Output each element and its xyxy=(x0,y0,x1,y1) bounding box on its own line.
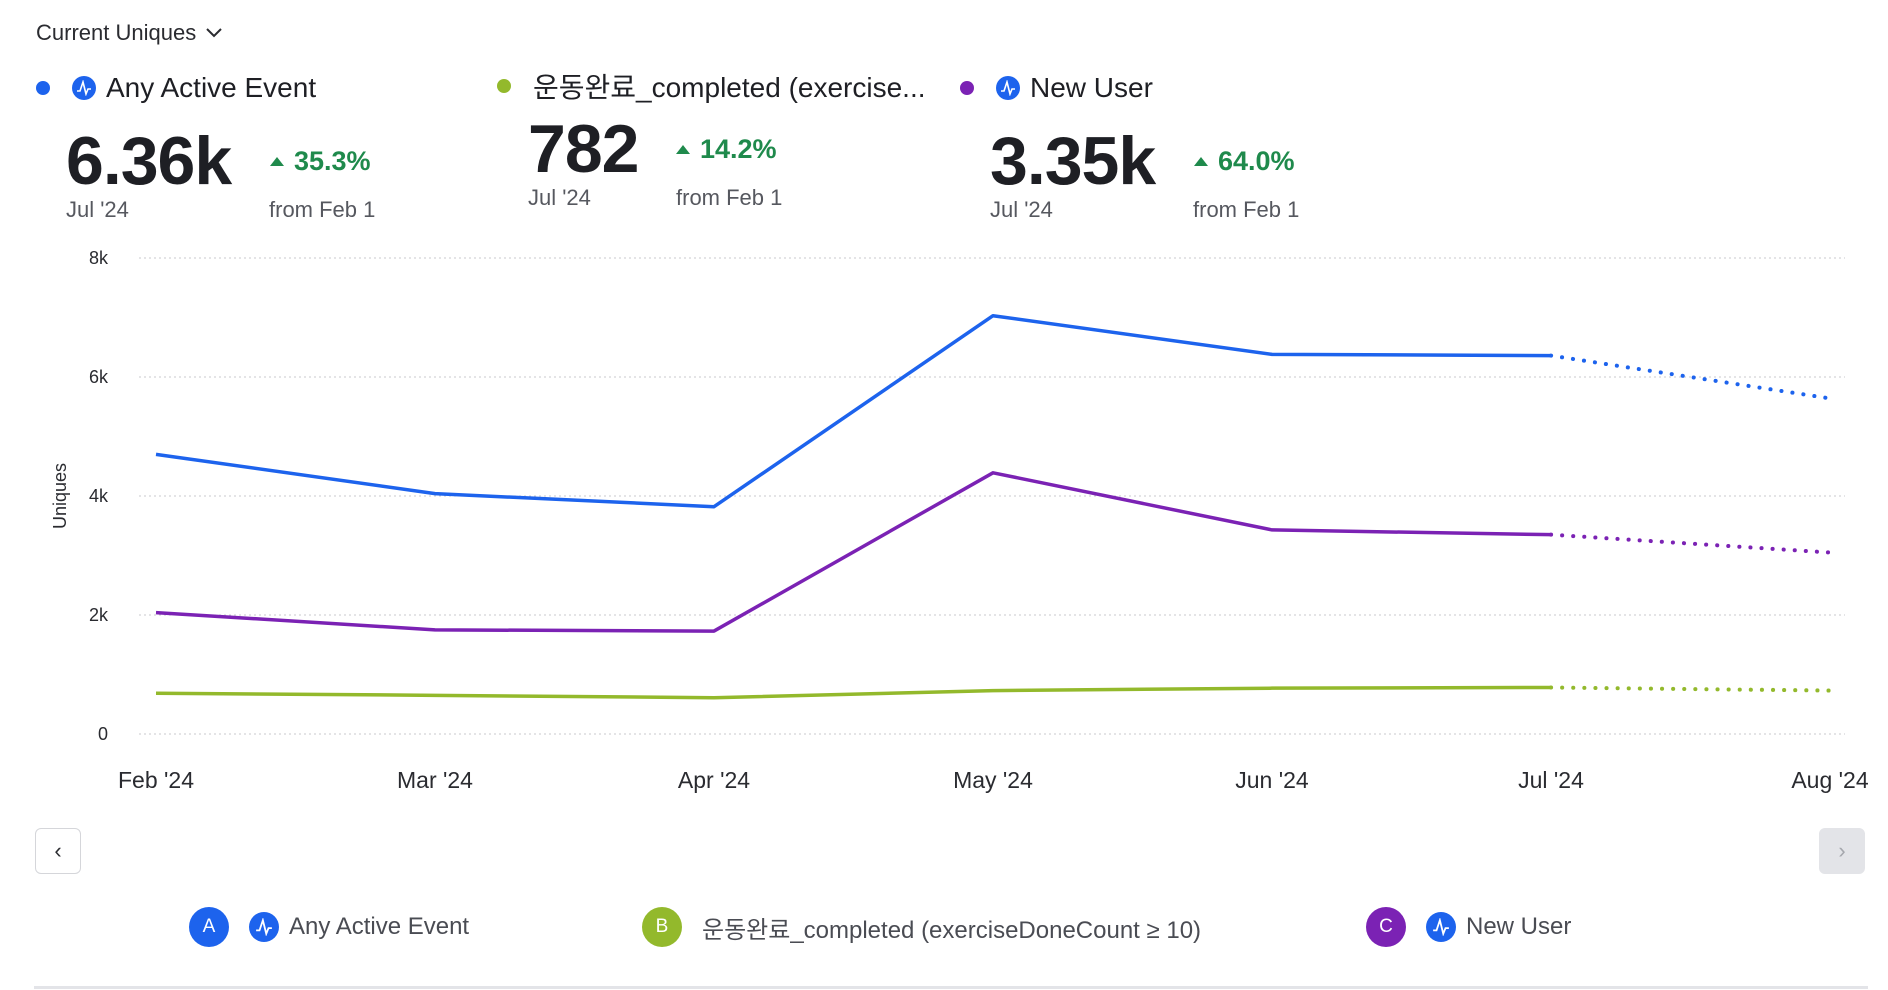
amplitude-event-icon xyxy=(1426,912,1456,942)
summary-change-ref: from Feb 1 xyxy=(269,197,376,222)
chevron-left-icon: ‹ xyxy=(54,838,62,863)
next-page-button[interactable]: › xyxy=(1819,828,1865,874)
change-value: 64.0% xyxy=(1218,146,1295,176)
series-projection-1 xyxy=(1549,532,1832,555)
amplitude-event-icon xyxy=(72,76,96,100)
arrow-up-icon xyxy=(676,145,690,154)
legend-label: New User xyxy=(1466,913,1572,940)
series-name: 운동완료_completed (exercise... xyxy=(533,72,926,103)
series-letter-badge: B xyxy=(642,907,682,947)
legend-label: 운동완료_completed (exerciseDoneCount ≥ 10) xyxy=(702,916,1202,944)
y-tick-label: 0 xyxy=(98,724,108,744)
x-tick-label: Jun '24 xyxy=(1235,767,1309,793)
summary-series-b: 운동완료_completed (exercise... xyxy=(497,66,926,106)
summary-series-a: Any Active Event xyxy=(36,72,316,104)
x-tick-label: Feb '24 xyxy=(118,767,194,793)
x-tick-label: Aug '24 xyxy=(1791,767,1868,793)
series-projection-2 xyxy=(1549,685,1832,693)
series-color-dot xyxy=(960,81,974,95)
arrow-up-icon xyxy=(270,157,284,166)
change-value: 35.3% xyxy=(294,146,371,176)
legend-item-a[interactable]: A Any Active Event xyxy=(189,907,469,947)
series-letter-badge: C xyxy=(1366,907,1406,947)
arrow-up-icon xyxy=(1194,157,1208,166)
series-letter-badge: A xyxy=(189,907,229,947)
summary-value: 6.36k xyxy=(66,123,232,199)
summary-series-c: New User xyxy=(960,72,1153,104)
y-tick-label: 6k xyxy=(89,367,109,387)
x-tick-label: Apr '24 xyxy=(678,767,750,793)
summary-change: 64.0% xyxy=(1194,146,1295,177)
series-line-1 xyxy=(155,471,1552,633)
change-value: 14.2% xyxy=(700,134,777,164)
amplitude-event-icon xyxy=(249,912,279,942)
x-tick-label: Mar '24 xyxy=(397,767,473,793)
summary-period: Jul '24 xyxy=(990,197,1053,222)
y-tick-label: 2k xyxy=(89,605,109,625)
x-tick-label: Jul '24 xyxy=(1518,767,1584,793)
chevron-right-icon: › xyxy=(1838,838,1846,863)
summary-change: 14.2% xyxy=(676,134,777,165)
metric-selector[interactable]: Current Uniques xyxy=(36,20,222,46)
summary-period: Jul '24 xyxy=(528,185,591,210)
series-color-dot xyxy=(497,79,511,93)
summary-value: 3.35k xyxy=(990,123,1156,199)
previous-page-button[interactable]: ‹ xyxy=(35,828,81,874)
amplitude-event-icon xyxy=(996,76,1020,100)
y-tick-label: 4k xyxy=(89,486,109,506)
divider xyxy=(34,986,1868,989)
series-name: New User xyxy=(1030,72,1153,103)
summary-change: 35.3% xyxy=(270,146,371,177)
series-line-2 xyxy=(155,685,1552,700)
y-tick-label: 8k xyxy=(89,248,109,268)
summary-change-ref: from Feb 1 xyxy=(1193,197,1300,222)
summary-change-ref: from Feb 1 xyxy=(676,185,783,210)
y-axis-label: Uniques xyxy=(50,463,70,529)
legend-item-b[interactable]: B 운동완료_completed (exerciseDoneCount ≥ 10… xyxy=(642,907,1201,947)
series-line-0 xyxy=(155,313,1552,509)
metric-selector-label: Current Uniques xyxy=(36,20,197,45)
series-color-dot xyxy=(36,81,50,95)
legend-label: Any Active Event xyxy=(289,913,470,940)
line-chart: 0 2k 4k 6k 8k Feb '24 Mar '24 Apr '24 May '24 Jun… xyxy=(50,248,1869,793)
chevron-down-icon xyxy=(206,28,222,38)
series-name: Any Active Event xyxy=(106,72,317,103)
summary-value: 782 xyxy=(528,111,639,187)
x-tick-label: May '24 xyxy=(953,767,1033,793)
summary-period: Jul '24 xyxy=(66,197,129,222)
legend-item-c[interactable]: C New User xyxy=(1366,907,1571,947)
